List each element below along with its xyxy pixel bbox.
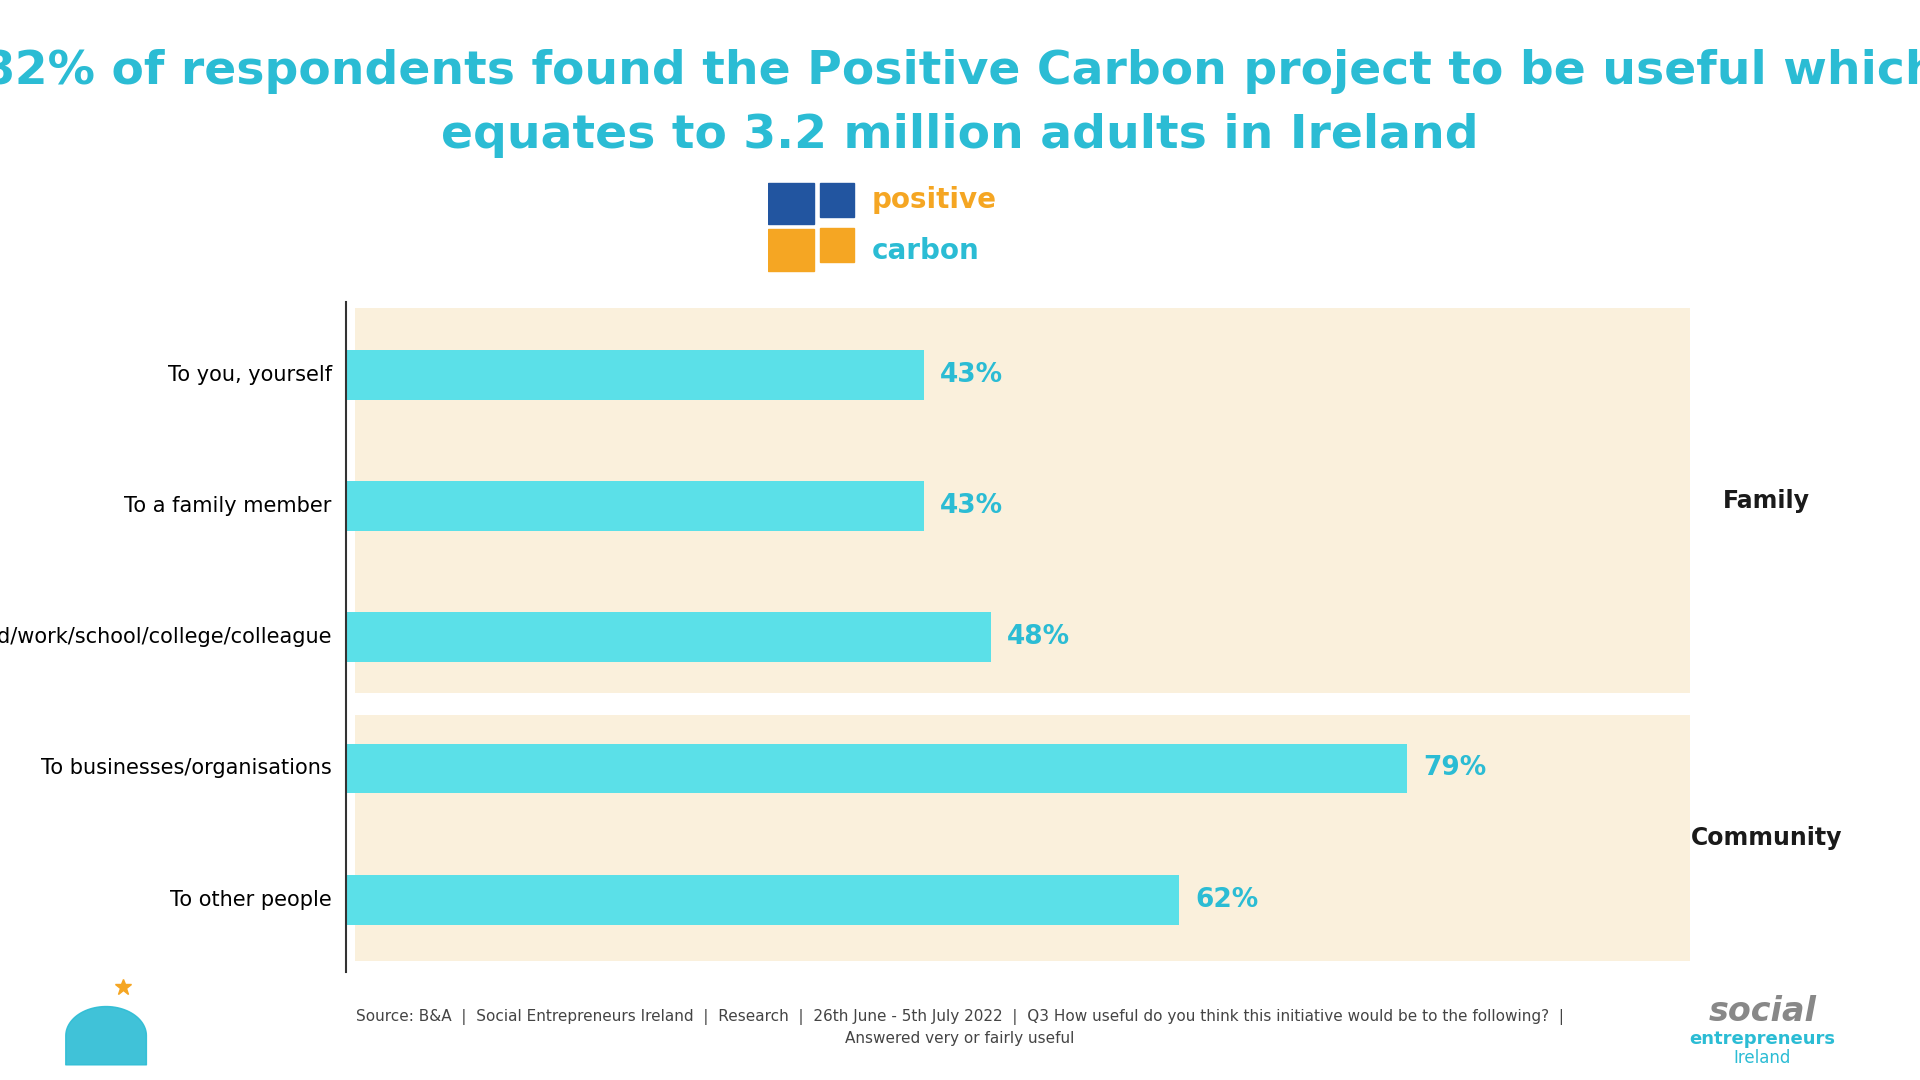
Bar: [820, 183, 854, 217]
Bar: [346, 875, 1179, 924]
Bar: [820, 228, 854, 262]
Bar: [346, 481, 924, 531]
Text: 79%: 79%: [1423, 756, 1486, 782]
Text: 62%: 62%: [1194, 887, 1258, 913]
Text: carbon: carbon: [872, 238, 979, 265]
Bar: [346, 350, 924, 400]
Text: Family: Family: [1722, 488, 1811, 513]
Text: 48%: 48%: [1006, 624, 1069, 650]
Text: positive: positive: [872, 186, 996, 214]
Text: Answered very or fairly useful: Answered very or fairly useful: [845, 1031, 1075, 1047]
Text: 43%: 43%: [939, 492, 1002, 518]
Bar: [768, 183, 814, 225]
Text: social: social: [1709, 996, 1816, 1028]
Bar: [346, 743, 1407, 794]
Text: 82% of respondents found the Positive Carbon project to be useful which: 82% of respondents found the Positive Ca…: [0, 49, 1920, 94]
Text: entrepreneurs: entrepreneurs: [1690, 1030, 1836, 1048]
Bar: [768, 229, 814, 270]
Text: Ireland: Ireland: [1734, 1050, 1791, 1067]
Text: equates to 3.2 million adults in Ireland: equates to 3.2 million adults in Ireland: [442, 113, 1478, 159]
Text: Community: Community: [1692, 826, 1841, 850]
Bar: [346, 612, 991, 662]
Text: 43%: 43%: [939, 362, 1002, 388]
Text: Source: B&A  |  Social Entrepreneurs Ireland  |  Research  |  26th June - 5th Ju: Source: B&A | Social Entrepreneurs Irela…: [355, 1010, 1565, 1025]
